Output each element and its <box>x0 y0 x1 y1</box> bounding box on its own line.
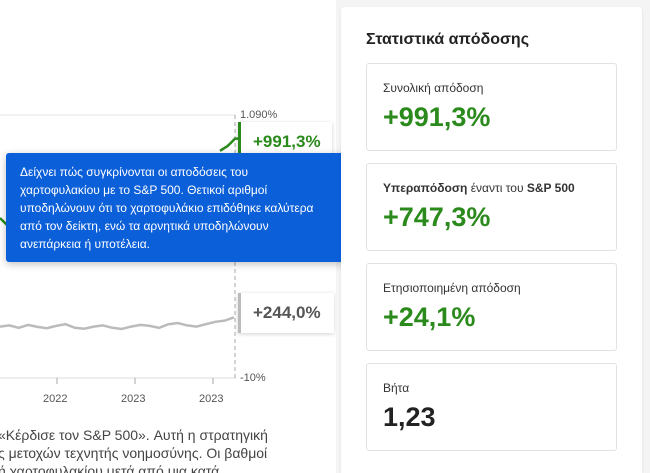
stats-title: Στατιστικά απόδοσης <box>366 31 530 48</box>
y-axis-max-label: 1.090% <box>240 109 278 121</box>
total-return-value: +991,3% <box>383 102 491 132</box>
portfolio-series-line <box>219 137 240 152</box>
total-return-card: Συνολική απόδοση +991,3% <box>366 63 617 151</box>
annualized-return-label: Ετησιοποιημένη απόδοση <box>383 281 521 295</box>
description-line: «Κέρδισε τον S&P 500». Αυτή η στρατηγική <box>0 427 268 443</box>
beta-value: 1,23 <box>383 402 436 432</box>
description-line: ή χαρτοφυλακίου μετά από μια κατά <box>0 463 220 473</box>
performance-stats-panel: Στατιστικά απόδοσης Συνολική απόδοση +99… <box>341 7 642 473</box>
outperformance-card[interactable]: Υπεραπόδοση έναντι του S&P 500 +747,3% <box>366 163 617 251</box>
annualized-return-value: +24,1% <box>383 302 476 332</box>
total-return-label: Συνολική απόδοση <box>383 81 484 95</box>
tooltip-line: από τον δείκτη, ενώ τα αρνητικά υποδηλών… <box>20 219 269 233</box>
tooltip-line: υποδηλώνουν ότι το χαρτοφυλάκιο επιδόθηκ… <box>20 201 314 215</box>
tooltip-line: χαρτοφυλακίου με το S&P 500. Θετικοί αρι… <box>20 183 268 197</box>
outperformance-label-connector: έναντι του <box>467 181 527 195</box>
tooltip-line: Δείχνει πώς συγκρίνονται οι αποδόσεις το… <box>20 165 249 179</box>
outperformance-label-term: Υπεραπόδοση <box>383 181 468 195</box>
description-line: ς μετοχών τεχνητής νοημοσύνης. Οι βαθμοί <box>0 445 268 461</box>
outperformance-tooltip: Δείχνει πώς συγκρίνονται οι αποδόσεις το… <box>6 153 364 262</box>
annualized-return-card: Ετησιοποιημένη απόδοση +24,1% <box>366 263 617 351</box>
y-axis-min-label: -10% <box>240 372 266 384</box>
strategy-description: «Κέρδισε τον S&P 500». Αυτή η στρατηγική… <box>0 426 336 473</box>
x-tick-label: 2022 <box>43 393 68 405</box>
tooltip-line: ανεπάρκεια ή υποτέλεια. <box>20 237 151 251</box>
benchmark-series-line <box>0 316 235 331</box>
beta-label: Βήτα <box>383 381 410 395</box>
outperformance-label[interactable]: Υπεραπόδοση έναντι του S&P 500 <box>383 181 575 195</box>
x-tick-label: 2023 <box>199 393 224 405</box>
beta-card: Βήτα 1,23 <box>366 363 617 451</box>
benchmark-return-tag: +244,0% <box>238 293 334 333</box>
outperformance-label-benchmark: S&P 500 <box>526 181 575 195</box>
outperformance-value: +747,3% <box>383 202 491 232</box>
x-tick-label: 2023 <box>121 393 146 405</box>
